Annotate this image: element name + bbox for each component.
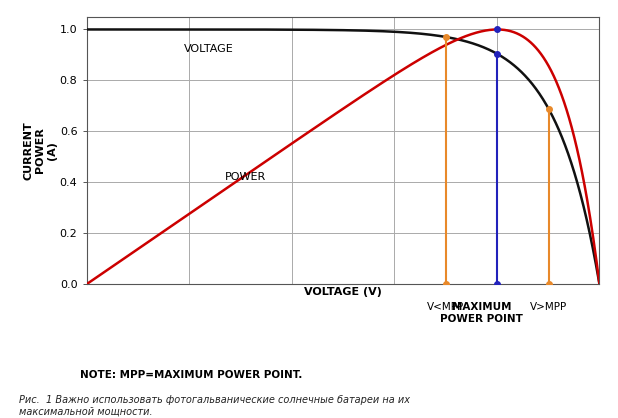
X-axis label: VOLTAGE (V): VOLTAGE (V) <box>304 287 382 297</box>
Text: V>MPP: V>MPP <box>530 302 567 312</box>
Text: Рис.  1 Важно использовать фотогальванические солнечные батареи на их
максимальн: Рис. 1 Важно использовать фотогальваниче… <box>19 395 410 417</box>
Text: NOTE: MPP=MAXIMUM POWER POINT.: NOTE: MPP=MAXIMUM POWER POINT. <box>80 370 303 380</box>
Y-axis label: CURRENT
POWER
(A): CURRENT POWER (A) <box>23 121 57 180</box>
Text: MAXIMUM
POWER POINT: MAXIMUM POWER POINT <box>441 302 523 324</box>
Text: V<MPP: V<MPP <box>428 302 465 312</box>
Text: VOLTAGE: VOLTAGE <box>184 44 234 54</box>
Text: POWER: POWER <box>225 172 266 182</box>
